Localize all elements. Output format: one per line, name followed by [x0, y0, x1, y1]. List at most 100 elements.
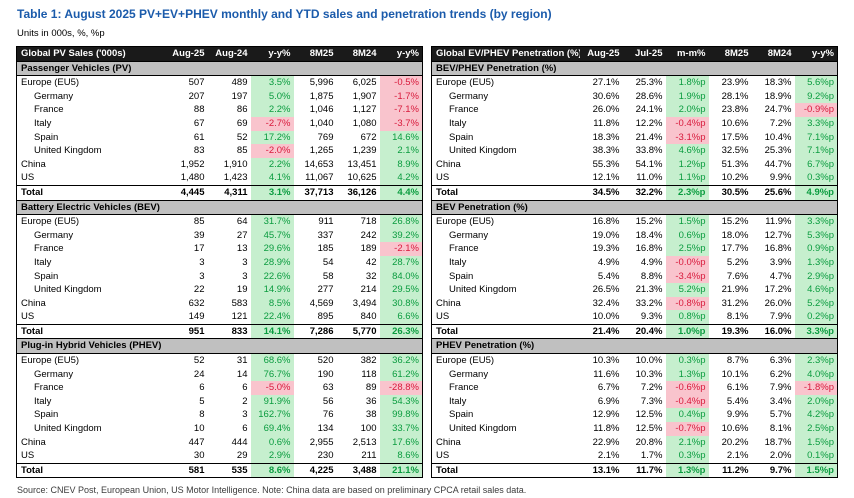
cell: 26.8% — [379, 214, 423, 229]
cell: 2.5%p — [665, 242, 709, 256]
cell: 1.3%p — [794, 255, 838, 270]
cell: 10 — [193, 423, 205, 435]
cell: 85 — [236, 145, 248, 157]
table-row: Europe (EU5) 85 64 31.7% 911 718 26.8% — [17, 214, 423, 229]
table-row: Germany 24 14 76.7% 190 118 61.2% — [17, 367, 423, 382]
page-title: Table 1: August 2025 PV+EV+PHEV monthly … — [17, 7, 552, 21]
table-row: United Kingdom 11.8% 12.5% -0.7%p 10.6% 8.1% 2… — [432, 422, 838, 436]
cell: -28.8% — [379, 381, 423, 395]
row-label: Total — [431, 462, 580, 478]
table-row: US 10.0% 9.3% 0.8%p 8.1% 7.9% 0.2%p — [432, 310, 838, 325]
table-row: Europe (EU5) 10.3% 10.0% 0.3%p 8.7% 6.3% 2.3%p — [432, 353, 838, 368]
cell: 6.7% — [597, 382, 620, 394]
table-row: France 26.0% 24.1% 2.0%p 23.8% 24.7% -0.9%p — [432, 103, 838, 117]
cell: 56 — [322, 395, 334, 407]
cell: 21.3% — [635, 284, 663, 296]
section-title: PHEV Penetration (%) — [431, 338, 838, 355]
row-label: France — [449, 382, 479, 394]
row-label: US — [21, 450, 35, 462]
table-row: Italy 11.8% 12.2% -0.4%p 10.6% 7.2% 3.3%p — [432, 116, 838, 131]
cell: 14.9% — [250, 283, 294, 297]
cell: 911 — [318, 216, 334, 228]
cell: 27.1% — [592, 77, 620, 89]
table-row: Spain 8 3 162.7% 76 38 99.8% — [17, 408, 423, 423]
cell: 22 — [193, 284, 205, 296]
cell: 6.7%p — [794, 157, 838, 172]
cell: 39.2% — [379, 228, 423, 243]
cell: 197 — [231, 90, 248, 102]
cell: 2.0% — [769, 450, 792, 462]
row-label: Europe (EU5) — [21, 355, 80, 367]
cell: -2.7% — [250, 116, 294, 131]
cell: 4.9% — [640, 256, 663, 268]
cell: 4.4% — [379, 184, 423, 201]
cell: 2.1% — [726, 450, 749, 462]
cell: 277 — [317, 284, 334, 296]
cell: 242 — [360, 229, 377, 241]
header-row: Global PV Sales ('000s) Aug-25 Aug-24 y-y% 8… — [16, 46, 423, 62]
cell: 833 — [207, 323, 251, 339]
row-label: Total — [16, 462, 165, 478]
cell: -2.1% — [379, 242, 423, 256]
row-label: Total — [431, 184, 580, 201]
cell: 52 — [193, 355, 205, 367]
table-row: Spain 3 3 22.6% 58 32 84.0% — [17, 269, 423, 284]
cell: 8.7% — [726, 355, 749, 367]
cell: 6.6% — [379, 310, 423, 325]
cell: 121 — [231, 311, 248, 323]
cell: 1.5%p — [794, 462, 838, 478]
cell: 19.0% — [592, 229, 620, 241]
cell: 2.0%p — [665, 103, 709, 117]
table-row: Spain 12.9% 12.5% 0.4%p 9.9% 5.7% 4.2%p — [432, 408, 838, 423]
table-row: Spain 61 52 17.2% 769 672 14.6% — [17, 130, 423, 145]
cell: 189 — [360, 243, 377, 255]
cell: 7,286 — [293, 323, 337, 339]
source-note: Source: CNEV Post, European Union, US Mo… — [17, 485, 527, 496]
cell: 0.6% — [250, 435, 294, 450]
cell: 2.5%p — [794, 422, 838, 436]
cell: -0.8%p — [665, 296, 709, 311]
cell: 9.7% — [751, 462, 795, 478]
table-row: China 1,952 1,910 2.2% 14,653 13,451 8.9% — [17, 157, 423, 172]
cell: 83 — [193, 145, 205, 157]
table-row: Europe (EU5) 507 489 3.5% 5,996 6,025 -0.5% — [17, 75, 423, 90]
table-row: France 19.3% 16.8% 2.5%p 17.7% 16.8% 0.9%p — [432, 242, 838, 256]
cell: 2.1% — [597, 450, 620, 462]
cell: 18.3% — [764, 77, 792, 89]
cell: 28.1% — [721, 90, 749, 102]
cell: -5.0% — [250, 381, 294, 395]
cell: 1.5%p — [794, 435, 838, 450]
table-row: Italy 3 3 28.9% 54 42 28.7% — [17, 255, 423, 270]
cell: 13.1% — [579, 462, 623, 478]
table-row: Spain 5.4% 8.8% -3.4%p 7.6% 4.7% 2.9%p — [432, 269, 838, 284]
cell: 21.1% — [379, 462, 423, 478]
row-label: US — [436, 311, 450, 323]
tables-container: Global PV Sales ('000s) Aug-25 Aug-24 y-y% 8… — [16, 46, 838, 479]
table-row: United Kingdom 26.5% 21.3% 5.2%p 21.9% 17.2% 4… — [432, 283, 838, 297]
cell: 84.0% — [379, 269, 423, 284]
cell: 10.6% — [721, 423, 749, 435]
table-row: Germany 30.6% 28.6% 1.9%p 28.1% 18.9% 9.2%p — [432, 89, 838, 104]
cell: -0.4%p — [665, 116, 709, 131]
table-row: Total 951 833 14.1% 7,286 5,770 26.3% — [16, 323, 423, 339]
cell: 14,653 — [304, 158, 334, 170]
cell: 17.2% — [764, 284, 792, 296]
cell: 6 — [242, 382, 248, 394]
row-label: China — [436, 158, 461, 170]
cell: 14.6% — [379, 130, 423, 145]
row-label: Spain — [449, 409, 474, 421]
cell: 8.8% — [640, 270, 663, 282]
cell: 20.8% — [635, 436, 663, 448]
cell: 4.9% — [597, 256, 620, 268]
table-row: Europe (EU5) 16.8% 15.2% 1.5%p 15.2% 11.9% 3.3… — [432, 214, 838, 229]
table-row: United Kingdom 22 19 14.9% 277 214 29.5% — [17, 283, 423, 297]
cell: 3.5% — [250, 75, 294, 90]
cell: 86 — [236, 104, 248, 116]
cell: 32.5% — [721, 145, 749, 157]
table-row: China 447 444 0.6% 2,955 2,513 17.6% — [17, 435, 423, 450]
cell: 4.1% — [250, 171, 294, 186]
cell: 3.4% — [769, 395, 792, 407]
cell: 769 — [317, 131, 334, 143]
cell: 32.2% — [622, 184, 666, 201]
row-label: France — [449, 243, 479, 255]
